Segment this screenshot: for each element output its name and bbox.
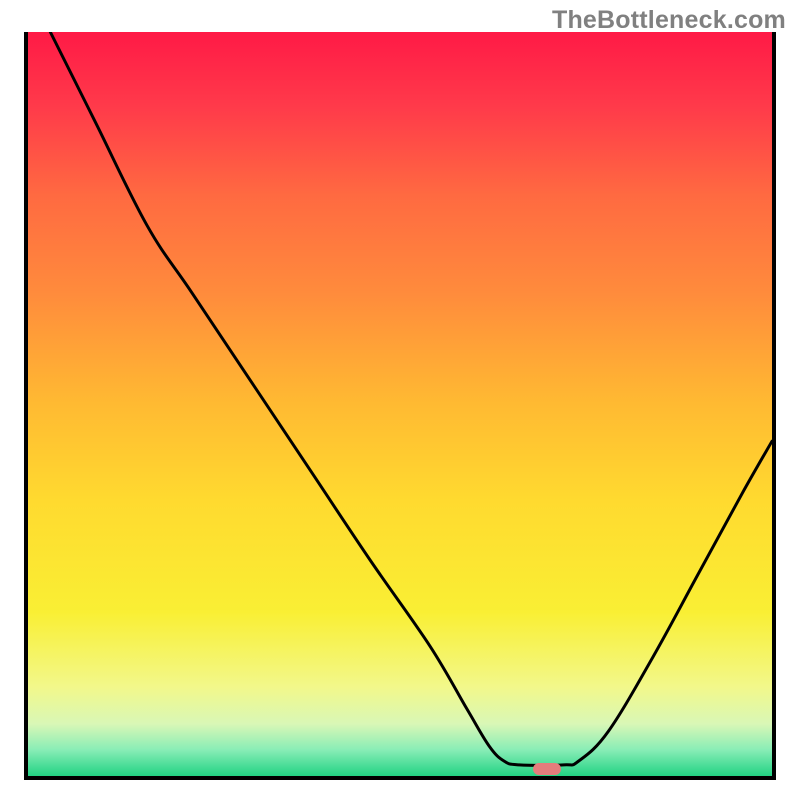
- optimum-marker: [533, 763, 562, 775]
- plot-area: [24, 32, 776, 780]
- curve-svg: [28, 32, 772, 776]
- bottleneck-curve: [50, 32, 772, 765]
- watermark-text: TheBottleneck.com: [552, 6, 786, 35]
